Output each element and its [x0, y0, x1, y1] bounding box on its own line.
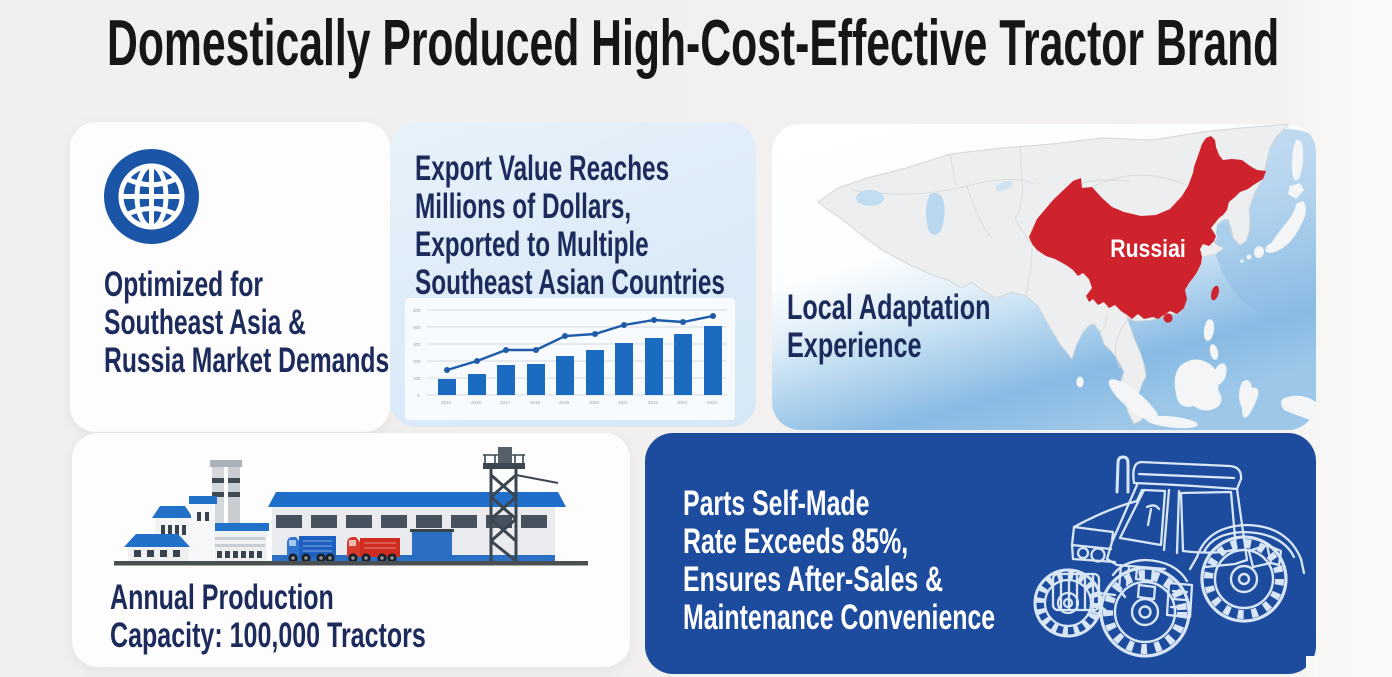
svg-text:300: 300: [413, 342, 421, 347]
svg-text:2024: 2024: [707, 400, 718, 405]
svg-text:2020: 2020: [589, 400, 600, 405]
svg-text:0: 0: [417, 393, 420, 398]
svg-text:100: 100: [413, 376, 421, 381]
svg-text:200: 200: [413, 359, 421, 364]
svg-text:2019: 2019: [559, 400, 570, 405]
svg-text:2017: 2017: [500, 400, 511, 405]
svg-text:2016: 2016: [471, 400, 482, 405]
svg-text:Russiai: Russiai: [1110, 234, 1186, 262]
svg-text:2021: 2021: [618, 400, 629, 405]
svg-text:2023: 2023: [677, 400, 688, 405]
svg-text:400: 400: [413, 325, 421, 330]
svg-text:2018: 2018: [530, 400, 541, 405]
svg-text:500: 500: [413, 308, 421, 313]
svg-text:2022: 2022: [648, 400, 659, 405]
svg-text:2015: 2015: [441, 400, 452, 405]
